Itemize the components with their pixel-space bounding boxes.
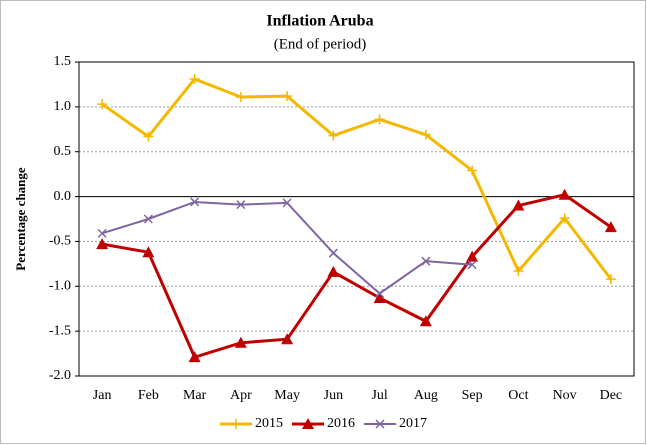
- marker: [419, 315, 432, 327]
- y-axis-label: Percentage change: [13, 167, 28, 271]
- y-tick-label: 1.5: [54, 54, 72, 69]
- marker: [604, 221, 617, 233]
- x-tick-label: Aug: [414, 388, 438, 403]
- marker: [558, 188, 571, 200]
- marker: [282, 91, 293, 102]
- x-tick-label: Jun: [324, 388, 343, 403]
- legend-label: 2016: [327, 416, 355, 431]
- marker: [142, 246, 155, 258]
- x-tick-label: Mar: [183, 388, 207, 403]
- x-tick-label: May: [274, 388, 300, 403]
- marker: [375, 288, 385, 298]
- x-tick-label: Jan: [93, 388, 112, 403]
- marker: [190, 197, 200, 207]
- legend-label: 2015: [255, 416, 283, 431]
- x-tick-label: Feb: [138, 388, 159, 403]
- marker: [143, 131, 154, 142]
- x-tick-label: Apr: [230, 388, 252, 403]
- marker: [235, 91, 246, 102]
- y-tick-label: -1.0: [49, 279, 71, 294]
- chart-subtitle: (End of period): [274, 36, 366, 52]
- plot-frame: [78, 61, 635, 377]
- marker: [467, 165, 478, 176]
- marker: [96, 238, 109, 250]
- y-tick-label: -0.5: [49, 234, 71, 249]
- marker: [328, 248, 338, 258]
- marker: [373, 291, 386, 303]
- marker: [97, 228, 107, 238]
- x-tick-label: Jul: [371, 388, 387, 403]
- marker: [327, 265, 340, 277]
- legend-marker: [231, 419, 241, 429]
- legend-marker: [375, 419, 385, 429]
- marker: [143, 214, 153, 224]
- marker: [421, 256, 431, 266]
- marker: [512, 199, 525, 211]
- y-tick-label: 0.5: [54, 144, 72, 159]
- legend-label: 2017: [399, 416, 427, 431]
- marker: [328, 130, 339, 141]
- marker: [605, 274, 616, 285]
- marker: [188, 351, 201, 363]
- x-tick-label: Sep: [462, 388, 483, 403]
- x-tick-label: Dec: [600, 388, 623, 403]
- marker: [97, 99, 108, 110]
- series-line: [101, 77, 613, 281]
- marker: [559, 213, 570, 224]
- marker: [189, 74, 200, 85]
- marker: [420, 129, 431, 140]
- marker: [467, 260, 477, 270]
- marker: [234, 336, 247, 348]
- marker: [513, 266, 524, 277]
- chart-title: Inflation Aruba: [266, 13, 373, 30]
- y-tick-label: -1.5: [49, 323, 71, 338]
- marker: [374, 114, 385, 125]
- y-tick-label: 1.0: [54, 99, 72, 114]
- marker: [466, 250, 479, 262]
- marker: [282, 198, 292, 208]
- y-tick-label: 0.0: [54, 189, 72, 204]
- x-tick-label: Oct: [508, 388, 528, 403]
- legend-marker: [302, 418, 314, 429]
- y-tick-label: -2.0: [49, 368, 71, 383]
- series-line: [101, 193, 612, 359]
- marker: [281, 333, 294, 345]
- x-tick-label: Nov: [553, 388, 577, 403]
- marker: [236, 200, 246, 210]
